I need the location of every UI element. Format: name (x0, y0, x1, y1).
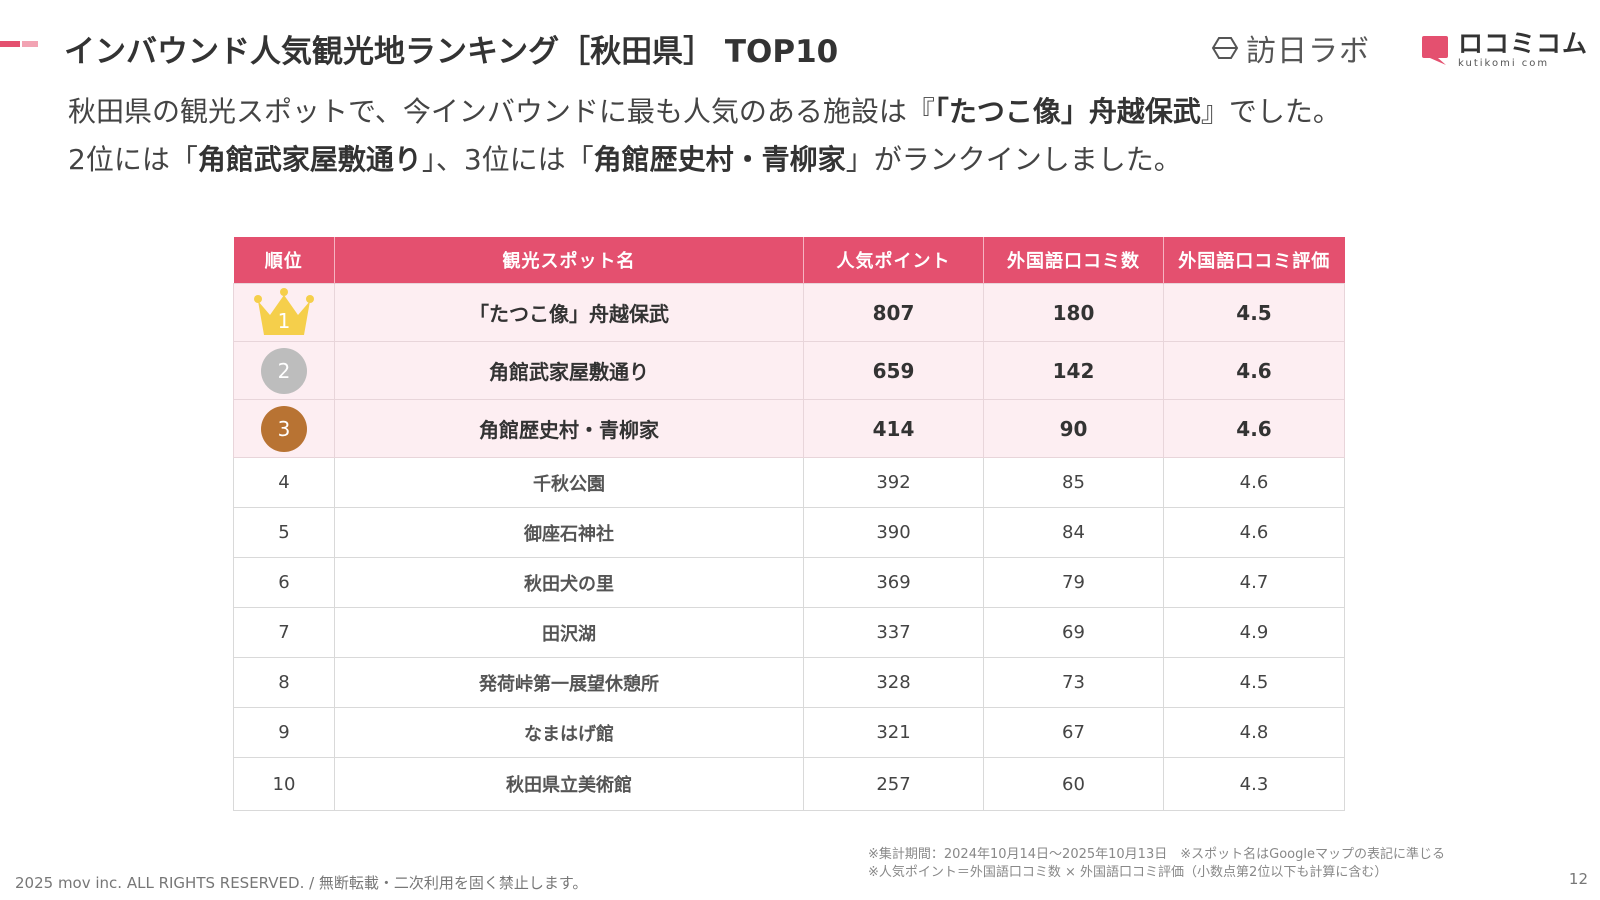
header-review-rating: 外国語口コミ評価 (1163, 237, 1345, 284)
rank-cell: 1 (233, 283, 335, 342)
table-row: 1 「たつこ像」舟越保武 807 180 4.5 (233, 283, 1345, 342)
rank-cell: 8 (233, 657, 335, 708)
table-header-row: 順位 観光スポット名 人気ポイント 外国語口コミ数 外国語口コミ評価 (233, 237, 1345, 284)
table-row: 6 秋田犬の里 369 79 4.7 (233, 557, 1345, 608)
footnotes: ※集計期間：2024年10月14日〜2025年10月13日 ※スポット名はGoo… (868, 846, 1445, 882)
rank-cell: 2 (233, 341, 335, 400)
table-row: 9 なまはげ館 321 67 4.8 (233, 707, 1345, 758)
rank-cell: 6 (233, 557, 335, 608)
lead-text: 秋田県の観光スポットで、今インバウンドに最も人気のある施設は『「たつこ像」舟越保… (68, 88, 1341, 184)
review-count-cell: 69 (983, 607, 1164, 658)
title-accent-bar (0, 41, 38, 47)
points-cell: 807 (803, 283, 984, 342)
review-count-cell: 85 (983, 457, 1164, 508)
points-cell: 337 (803, 607, 984, 658)
speech-bubble-icon (1422, 36, 1448, 65)
points-cell: 414 (803, 399, 984, 458)
houjin-logo-text: 訪日ラボ (1246, 34, 1370, 69)
spot-name: なまはげ館 (334, 707, 804, 758)
spot-name: 田沢湖 (334, 607, 804, 658)
footnote-period: ※集計期間：2024年10月14日〜2025年10月13日 ※スポット名はGoo… (868, 847, 1445, 862)
lead-highlight-rank3: 角館歴史村・青柳家 (593, 143, 846, 176)
table-row: 8 発荷峠第一展望休憩所 328 73 4.5 (233, 657, 1345, 708)
points-cell: 369 (803, 557, 984, 608)
spot-name: 角館歴史村・青柳家 (334, 399, 804, 458)
spot-name: 秋田県立美術館 (334, 757, 804, 811)
lead-text-segment: 秋田県の観光スポットで、今インバウンドに最も人気のある施設は『 (68, 95, 935, 128)
spot-name: 千秋公園 (334, 457, 804, 508)
silver-badge-icon: 2 (261, 347, 307, 394)
spot-name: 「たつこ像」舟越保武 (334, 283, 804, 342)
review-rating-cell: 4.6 (1163, 457, 1345, 508)
review-count-cell: 142 (983, 341, 1164, 400)
table-row: 5 御座石神社 390 84 4.6 (233, 507, 1345, 558)
ranking-table: 順位 観光スポット名 人気ポイント 外国語口コミ数 外国語口コミ評価 1 「 (233, 237, 1345, 811)
review-rating-cell: 4.3 (1163, 757, 1345, 811)
points-cell: 392 (803, 457, 984, 508)
rank-number: 1 (277, 308, 291, 333)
lead-line-2: 2位には「角館武家屋敷通り」、3位には「角館歴史村・青柳家」がランクインしました… (68, 136, 1341, 184)
spot-name: 角館武家屋敷通り (334, 341, 804, 400)
header-spot-name: 観光スポット名 (334, 237, 804, 284)
review-rating-cell: 4.9 (1163, 607, 1345, 658)
review-count-cell: 79 (983, 557, 1164, 608)
review-count-cell: 73 (983, 657, 1164, 708)
lead-line-1: 秋田県の観光スポットで、今インバウンドに最も人気のある施設は『「たつこ像」舟越保… (68, 88, 1341, 136)
table-row: 3 角館歴史村・青柳家 414 90 4.6 (233, 399, 1345, 458)
rank-cell: 3 (233, 399, 335, 458)
review-rating-cell: 4.6 (1163, 341, 1345, 400)
kuchikomi-com-logo: ロコミコム kutikomi com (1420, 28, 1588, 72)
crown-icon: 1 (252, 287, 316, 339)
houjin-logo-icon (1211, 37, 1239, 59)
lead-text-segment: 』でした。 (1200, 95, 1341, 128)
review-rating-cell: 4.5 (1163, 283, 1345, 342)
lead-text-segment: 」、3位には「 (421, 143, 594, 176)
header-review-count: 外国語口コミ数 (983, 237, 1164, 284)
points-cell: 659 (803, 341, 984, 400)
points-cell: 257 (803, 757, 984, 811)
kuchikomi-logo-subtext: kutikomi com (1458, 58, 1550, 69)
table-row: 2 角館武家屋敷通り 659 142 4.6 (233, 341, 1345, 400)
review-rating-cell: 4.6 (1163, 507, 1345, 558)
lead-highlight-rank1: 「たつこ像」舟越保武 (934, 95, 1201, 128)
lead-text-segment: 」がランクインしました。 (845, 143, 1182, 176)
review-count-cell: 84 (983, 507, 1164, 558)
points-cell: 328 (803, 657, 984, 708)
bronze-badge-icon: 3 (261, 405, 307, 452)
review-count-cell: 67 (983, 707, 1164, 758)
rank-cell: 9 (233, 707, 335, 758)
rank-cell: 4 (233, 457, 335, 508)
header-points: 人気ポイント (803, 237, 984, 284)
points-cell: 321 (803, 707, 984, 758)
spot-name: 御座石神社 (334, 507, 804, 558)
review-rating-cell: 4.8 (1163, 707, 1345, 758)
review-count-cell: 90 (983, 399, 1164, 458)
rank-cell: 7 (233, 607, 335, 658)
kuchikomi-logo-text: ロコミコム (1458, 29, 1589, 58)
page-title: インバウンド人気観光地ランキング［秋田県］ TOP10 (64, 34, 839, 70)
spot-name: 秋田犬の里 (334, 557, 804, 608)
lead-text-segment: 2位には「 (68, 143, 198, 176)
header-rank: 順位 (233, 237, 335, 284)
lead-highlight-rank2: 角館武家屋敷通り (197, 143, 422, 176)
table-row: 4 千秋公園 392 85 4.6 (233, 457, 1345, 508)
review-rating-cell: 4.7 (1163, 557, 1345, 608)
review-count-cell: 180 (983, 283, 1164, 342)
footnote-formula: ※人気ポイント＝外国語口コミ数 × 外国語口コミ評価（小数点第2位以下も計算に含… (868, 865, 1388, 880)
rank-cell: 5 (233, 507, 335, 558)
spot-name: 発荷峠第一展望休憩所 (334, 657, 804, 708)
review-rating-cell: 4.5 (1163, 657, 1345, 708)
rank-cell: 10 (233, 757, 335, 811)
houjin-labo-logo: 訪日ラボ (1210, 28, 1370, 69)
review-rating-cell: 4.6 (1163, 399, 1345, 458)
copyright-text: 2025 mov inc. ALL RIGHTS RESERVED. / 無断転… (15, 874, 588, 892)
page-number: 12 (1568, 870, 1588, 888)
table-row: 7 田沢湖 337 69 4.9 (233, 607, 1345, 658)
table-row: 10 秋田県立美術館 257 60 4.3 (233, 757, 1345, 811)
points-cell: 390 (803, 507, 984, 558)
review-count-cell: 60 (983, 757, 1164, 811)
